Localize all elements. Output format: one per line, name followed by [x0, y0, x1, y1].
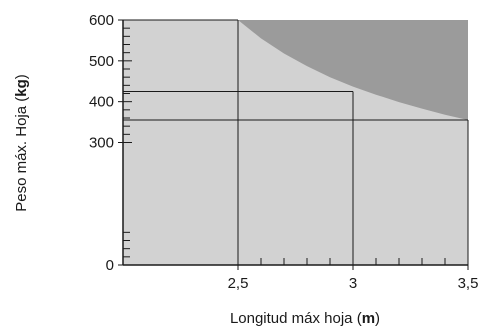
y-axis-title-text: Peso máx. Hoja — [13, 105, 30, 212]
y-tick-label: 0 — [106, 257, 114, 274]
y-axis-unit: kg — [13, 79, 30, 97]
x-tick-label: 2,5 — [228, 275, 249, 292]
allowed-region — [123, 20, 468, 265]
x-axis-title: Longitud máx hoja (m) — [230, 310, 380, 327]
plot-area — [123, 19, 469, 265]
y-tick-label: 500 — [89, 53, 114, 70]
x-tick-label: 3 — [349, 275, 357, 292]
y-tick-label: 300 — [89, 135, 114, 152]
y-axis-title: Peso máx. Hoja (kg) — [13, 74, 30, 212]
x-axis-title-text: Longitud máx hoja — [230, 310, 353, 327]
y-tick-label: 600 — [89, 12, 114, 29]
x-axis-unit: m — [362, 310, 375, 327]
axis-ticks: 0 300 400 500 600 2,5 3 3,5 — [89, 12, 478, 292]
y-tick-label: 400 — [89, 94, 114, 111]
x-tick-label: 3,5 — [458, 275, 479, 292]
